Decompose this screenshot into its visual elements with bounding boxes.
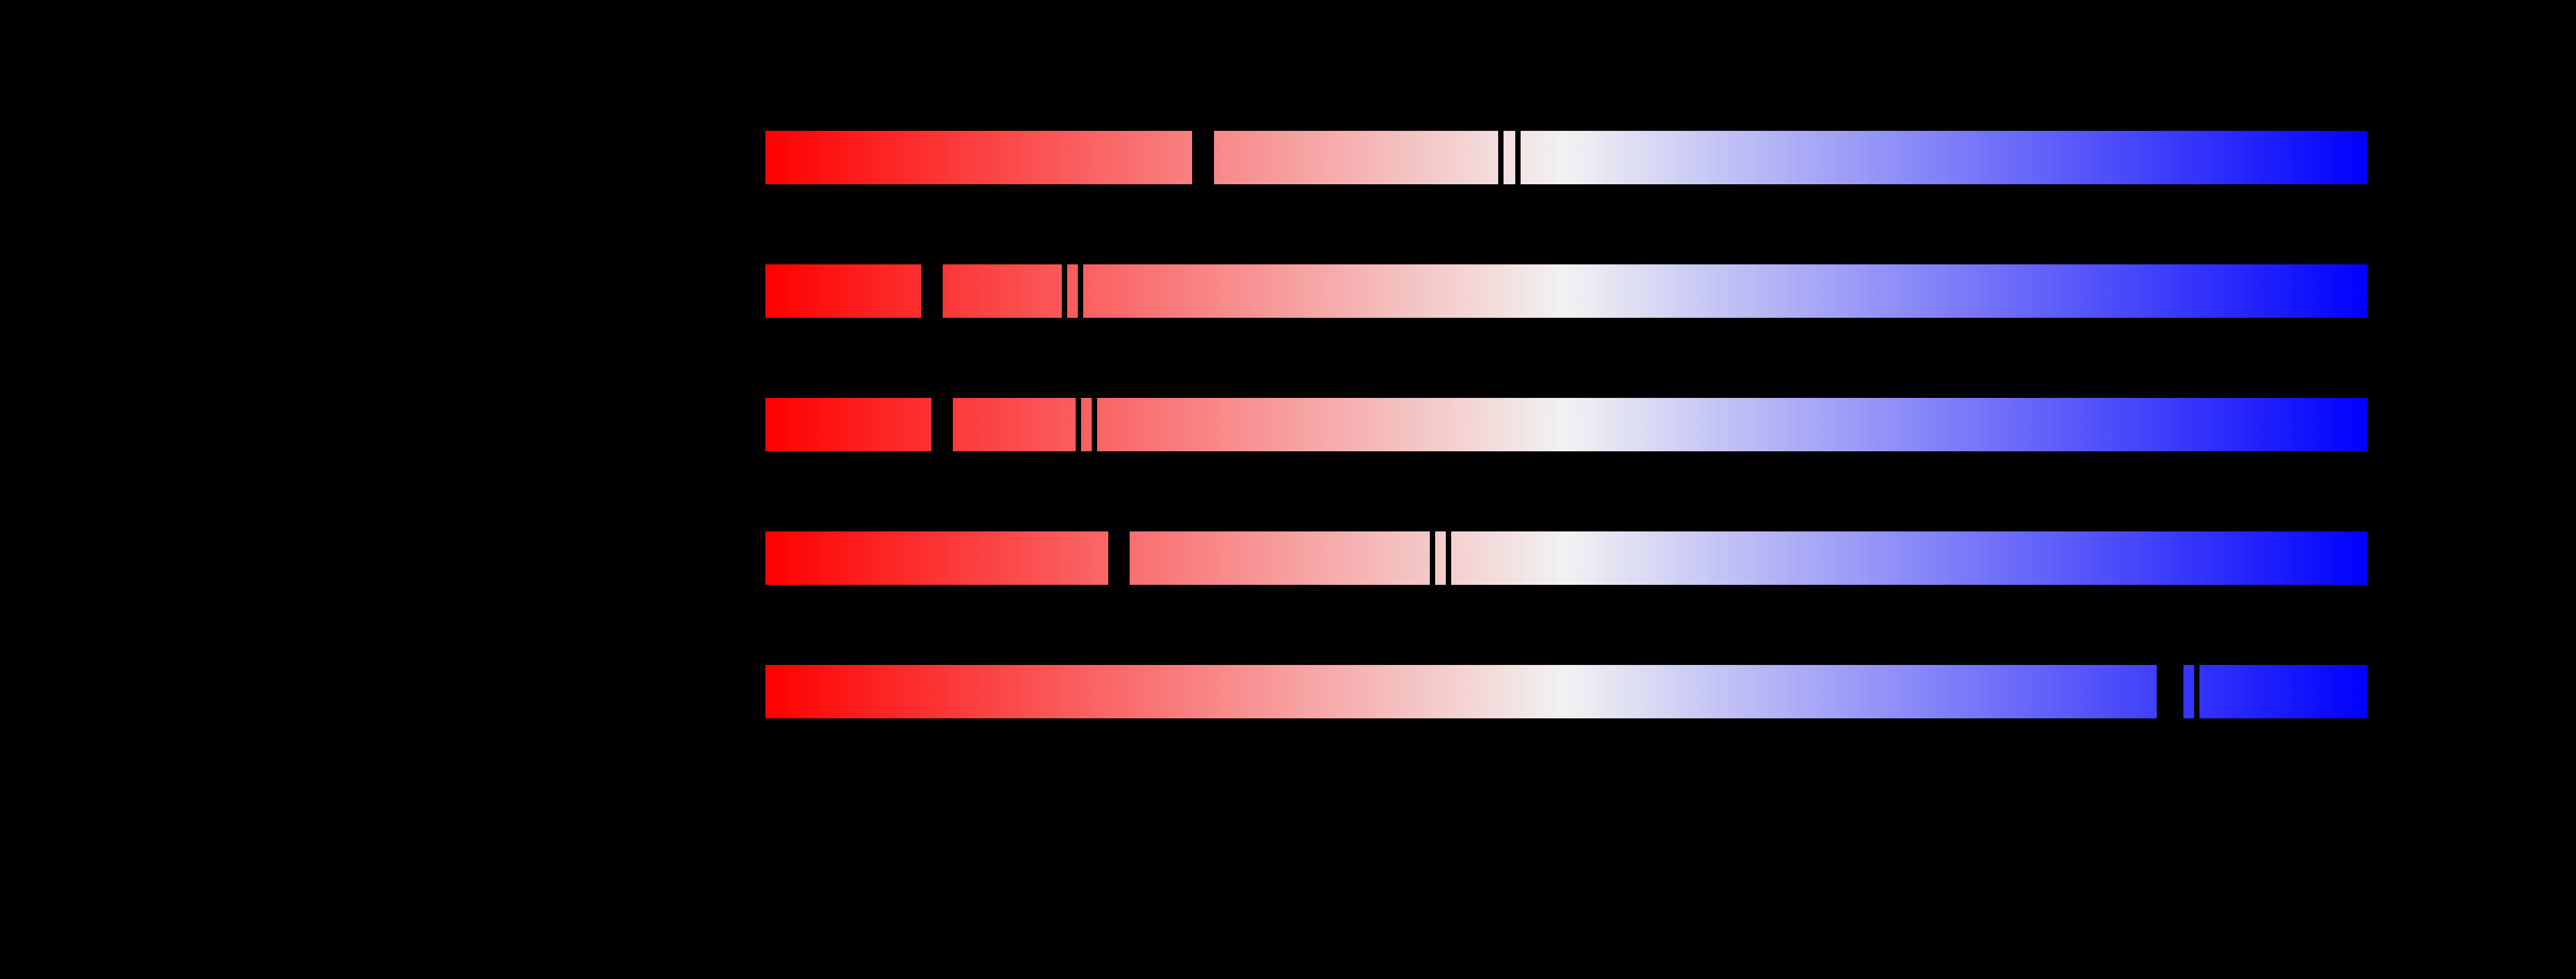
gradient-bar-1 <box>765 131 2368 184</box>
gradient-bar-5 <box>765 665 2368 718</box>
thin-marker <box>1515 131 1521 184</box>
thick-marker <box>1192 131 1214 184</box>
thick-marker <box>931 398 953 451</box>
thin-marker <box>2194 665 2199 718</box>
thick-marker <box>2156 665 2183 718</box>
gradient-bar-3 <box>765 398 2368 451</box>
thin-marker <box>1062 264 1067 318</box>
thick-marker <box>921 264 943 318</box>
gradient-bar-2 <box>765 264 2368 318</box>
thin-marker <box>1498 131 1504 184</box>
thick-marker <box>1108 531 1130 585</box>
gradient-bar-4 <box>765 531 2368 585</box>
thin-marker <box>1430 531 1435 585</box>
thin-marker <box>1078 264 1083 318</box>
thin-marker <box>1076 398 1081 451</box>
thin-marker <box>1446 531 1451 585</box>
thin-marker <box>1092 398 1097 451</box>
